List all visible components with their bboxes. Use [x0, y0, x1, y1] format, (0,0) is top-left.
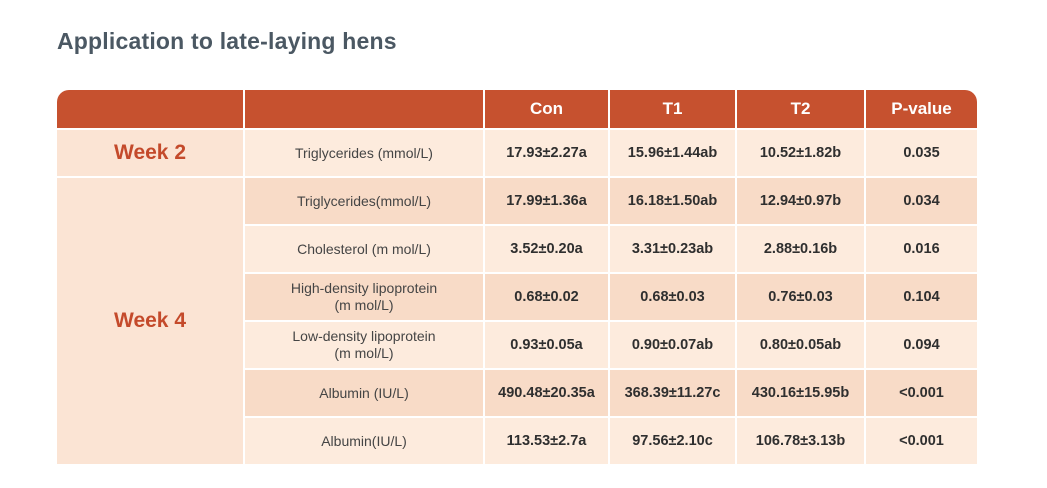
value-cell: 106.78±3.13b — [737, 418, 864, 464]
value-cell: 368.39±11.27c — [610, 370, 735, 416]
header-con: Con — [485, 90, 608, 128]
results-table: Con T1 T2 P-value Week 2 Triglycerides (… — [57, 90, 977, 464]
value-cell: 0.68±0.02 — [485, 274, 608, 320]
value-cell: 2.88±0.16b — [737, 226, 864, 272]
p-value-cell: 0.016 — [866, 226, 977, 272]
header-t1: T1 — [610, 90, 735, 128]
value-cell: 113.53±2.7a — [485, 418, 608, 464]
header-t2: T2 — [737, 90, 864, 128]
p-value-cell: 0.104 — [866, 274, 977, 320]
p-value-cell: 0.034 — [866, 178, 977, 224]
value-cell: 0.93±0.05a — [485, 322, 608, 368]
value-cell: 17.93±2.27a — [485, 130, 608, 176]
value-cell: 0.68±0.03 — [610, 274, 735, 320]
parameter-cell: High-density lipoprotein (m mol/L) — [245, 274, 483, 320]
week-2-label: Week 2 — [57, 130, 243, 176]
parameter-cell: Low-density lipoprotein (m mol/L) — [245, 322, 483, 368]
value-cell: 10.52±1.82b — [737, 130, 864, 176]
value-cell: 15.96±1.44ab — [610, 130, 735, 176]
parameter-cell: Albumin (IU/L) — [245, 370, 483, 416]
header-p-value: P-value — [866, 90, 977, 128]
header-week-column — [57, 90, 243, 128]
p-value-cell: <0.001 — [866, 418, 977, 464]
value-cell: 97.56±2.10c — [610, 418, 735, 464]
header-parameter-column — [245, 90, 483, 128]
value-cell: 430.16±15.95b — [737, 370, 864, 416]
value-cell: 0.76±0.03 — [737, 274, 864, 320]
p-value-cell: 0.035 — [866, 130, 977, 176]
value-cell: 490.48±20.35a — [485, 370, 608, 416]
value-cell: 16.18±1.50ab — [610, 178, 735, 224]
p-value-cell: 0.094 — [866, 322, 977, 368]
parameter-cell: Cholesterol (m mol/L) — [245, 226, 483, 272]
week-4-label: Week 4 — [57, 178, 243, 464]
value-cell: 0.80±0.05ab — [737, 322, 864, 368]
value-cell: 12.94±0.97b — [737, 178, 864, 224]
value-cell: 3.31±0.23ab — [610, 226, 735, 272]
value-cell: 3.52±0.20a — [485, 226, 608, 272]
p-value-cell: <0.001 — [866, 370, 977, 416]
parameter-cell: Triglycerides (mmol/L) — [245, 130, 483, 176]
parameter-cell: Triglycerides(mmol/L) — [245, 178, 483, 224]
value-cell: 0.90±0.07ab — [610, 322, 735, 368]
page-title: Application to late-laying hens — [57, 28, 397, 54]
parameter-cell: Albumin(IU/L) — [245, 418, 483, 464]
value-cell: 17.99±1.36a — [485, 178, 608, 224]
